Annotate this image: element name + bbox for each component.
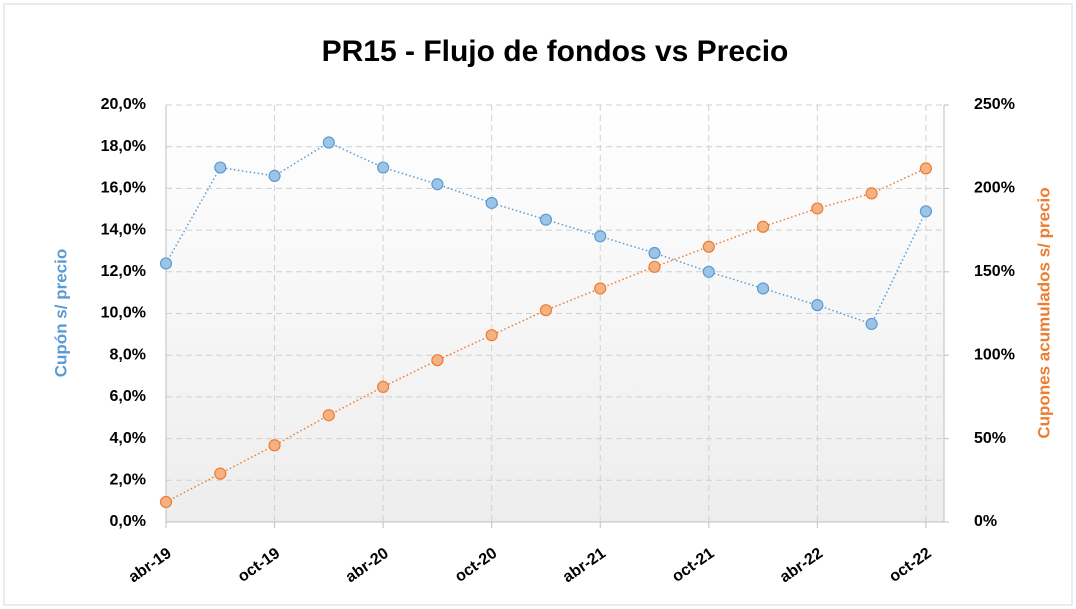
y2-tick-label: 200% [974,180,1015,197]
y-axis-label: Cupón s/ precio [51,249,70,377]
data-point [431,354,444,367]
data-point [919,205,933,218]
data-point [648,260,661,273]
chart-title: PR15 - Flujo de fondos vs Precio [322,35,789,68]
data-point [377,380,390,393]
y2-tick-label: 0% [974,513,997,530]
y2-tick-label: 50% [974,430,1006,447]
y-tick-label: 20,0% [101,96,146,113]
data-point [539,304,553,317]
data-point [702,265,715,278]
series-line [165,167,927,503]
y-tick-label: 16,0% [101,180,146,197]
data-point [159,495,173,509]
data-point [811,299,824,312]
y-tick-label: 18,0% [101,138,146,155]
y2-tick-label: 150% [974,263,1015,280]
plot-area [166,105,944,522]
y2-tick-label: 250% [974,96,1015,113]
data-point [322,136,335,149]
data-point [214,161,227,174]
data-point [159,257,173,270]
data-point [377,161,390,174]
data-point [322,409,335,422]
y2-tick-label: 100% [974,346,1015,363]
data-point [756,220,770,233]
data-point [268,169,281,182]
data-point [485,196,498,210]
data-point [865,317,878,331]
data-point [919,162,933,175]
y-tick-label: 14,0% [101,221,146,238]
y-tick-label: 2,0% [110,472,146,489]
data-point [431,178,444,191]
data-point [539,213,553,226]
data-point [648,246,661,260]
data-point [594,282,607,295]
y-tick-label: 10,0% [101,305,146,322]
y-tick-label: 6,0% [110,388,146,405]
data-point [594,230,607,243]
data-point [485,329,498,342]
y-tick-label: 12,0% [101,263,146,280]
y-tick-label: 8,0% [110,346,146,363]
data-point [756,282,770,295]
data-point [268,439,281,452]
data-point [811,202,824,215]
data-point [865,187,878,200]
data-point [214,467,227,480]
series-line [165,141,927,325]
y-tick-label: 0,0% [110,513,146,530]
y2-axis-label: Cupones acumulados s/ precio [1034,187,1053,438]
y-tick-label: 4,0% [110,430,146,447]
data-point [702,240,715,253]
